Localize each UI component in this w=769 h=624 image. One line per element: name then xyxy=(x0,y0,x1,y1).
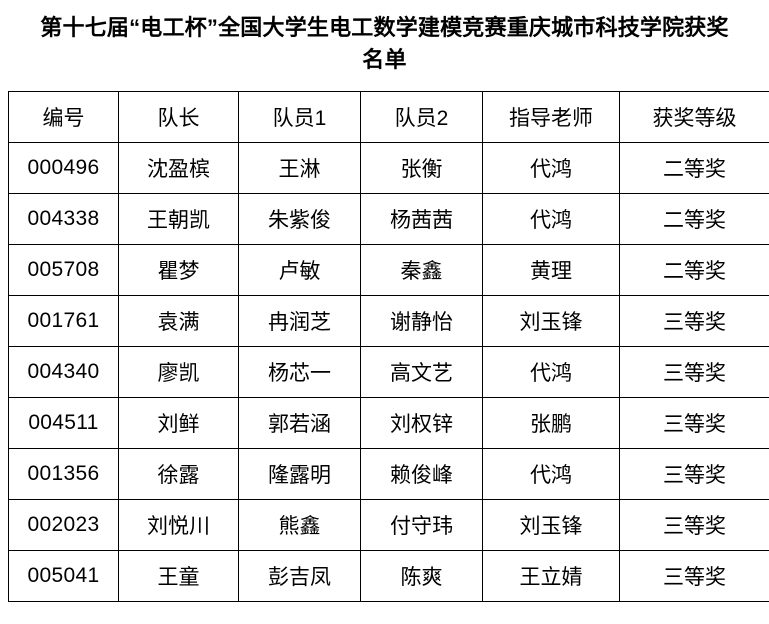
cell-id: 005041 xyxy=(8,550,119,602)
cell-member2: 付守玮 xyxy=(360,499,483,551)
table-row: 005041 王童 彭吉凤 陈爽 王立婧 三等奖 xyxy=(8,550,769,602)
column-header-advisor: 指导老师 xyxy=(482,91,620,143)
cell-grade: 二等奖 xyxy=(619,244,769,296)
cell-id: 001761 xyxy=(8,295,119,347)
cell-member2: 杨茜茜 xyxy=(360,193,483,245)
cell-member1: 熊鑫 xyxy=(238,499,361,551)
column-header-leader: 队长 xyxy=(118,91,239,143)
award-table-container: 编号 队长 队员1 队员2 指导老师 获奖等级 000496 沈盈槟 王淋 张衡… xyxy=(8,91,769,602)
cell-grade: 二等奖 xyxy=(619,193,769,245)
cell-leader: 刘鲜 xyxy=(118,397,239,449)
cell-advisor: 代鸿 xyxy=(482,142,620,194)
cell-member2: 谢静怡 xyxy=(360,295,483,347)
cell-member1: 卢敏 xyxy=(238,244,361,296)
cell-leader: 廖凯 xyxy=(118,346,239,398)
cell-id: 004338 xyxy=(8,193,119,245)
cell-leader: 王朝凯 xyxy=(118,193,239,245)
cell-member1: 隆露明 xyxy=(238,448,361,500)
cell-leader: 徐露 xyxy=(118,448,239,500)
cell-leader: 王童 xyxy=(118,550,239,602)
table-row: 004340 廖凯 杨芯一 高文艺 代鸿 三等奖 xyxy=(8,346,769,398)
table-row: 005708 瞿梦 卢敏 秦鑫 黄理 二等奖 xyxy=(8,244,769,296)
award-list-table: 编号 队长 队员1 队员2 指导老师 获奖等级 000496 沈盈槟 王淋 张衡… xyxy=(8,91,769,602)
cell-member2: 刘权锌 xyxy=(360,397,483,449)
table-body: 000496 沈盈槟 王淋 张衡 代鸿 二等奖 004338 王朝凯 朱紫俊 杨… xyxy=(8,142,769,602)
cell-member2: 陈爽 xyxy=(360,550,483,602)
cell-grade: 三等奖 xyxy=(619,499,769,551)
cell-grade: 三等奖 xyxy=(619,346,769,398)
table-row: 000496 沈盈槟 王淋 张衡 代鸿 二等奖 xyxy=(8,142,769,194)
table-row: 004338 王朝凯 朱紫俊 杨茜茜 代鸿 二等奖 xyxy=(8,193,769,245)
cell-leader: 袁满 xyxy=(118,295,239,347)
cell-leader: 刘悦川 xyxy=(118,499,239,551)
cell-id: 005708 xyxy=(8,244,119,296)
cell-id: 001356 xyxy=(8,448,119,500)
cell-advisor: 刘玉锋 xyxy=(482,499,620,551)
table-row: 004511 刘鲜 郭若涵 刘权锌 张鹏 三等奖 xyxy=(8,397,769,449)
cell-grade: 二等奖 xyxy=(619,142,769,194)
column-header-member2: 队员2 xyxy=(360,91,483,143)
cell-id: 000496 xyxy=(8,142,119,194)
cell-grade: 三等奖 xyxy=(619,550,769,602)
cell-id: 004511 xyxy=(8,397,119,449)
cell-advisor: 代鸿 xyxy=(482,193,620,245)
cell-advisor: 刘玉锋 xyxy=(482,295,620,347)
cell-grade: 三等奖 xyxy=(619,295,769,347)
cell-advisor: 黄理 xyxy=(482,244,620,296)
column-header-member1: 队员1 xyxy=(238,91,361,143)
cell-member1: 冉润芝 xyxy=(238,295,361,347)
cell-member1: 郭若涵 xyxy=(238,397,361,449)
cell-leader: 沈盈槟 xyxy=(118,142,239,194)
column-header-id: 编号 xyxy=(8,91,119,143)
column-header-grade: 获奖等级 xyxy=(619,91,769,143)
cell-member2: 秦鑫 xyxy=(360,244,483,296)
cell-advisor: 王立婧 xyxy=(482,550,620,602)
cell-advisor: 代鸿 xyxy=(482,346,620,398)
cell-id: 004340 xyxy=(8,346,119,398)
table-row: 001761 袁满 冉润芝 谢静怡 刘玉锋 三等奖 xyxy=(8,295,769,347)
cell-member2: 赖俊峰 xyxy=(360,448,483,500)
table-header: 编号 队长 队员1 队员2 指导老师 获奖等级 xyxy=(8,91,769,143)
cell-advisor: 张鹏 xyxy=(482,397,620,449)
cell-member1: 王淋 xyxy=(238,142,361,194)
cell-grade: 三等奖 xyxy=(619,448,769,500)
table-row: 002023 刘悦川 熊鑫 付守玮 刘玉锋 三等奖 xyxy=(8,499,769,551)
page-title: 第十七届“电工杯”全国大学生电工数学建模竞赛重庆城市科技学院获奖名单 xyxy=(40,15,729,72)
cell-leader: 瞿梦 xyxy=(118,244,239,296)
cell-member2: 高文艺 xyxy=(360,346,483,398)
cell-grade: 三等奖 xyxy=(619,397,769,449)
cell-member2: 张衡 xyxy=(360,142,483,194)
table-header-row: 编号 队长 队员1 队员2 指导老师 获奖等级 xyxy=(8,91,769,143)
cell-member1: 杨芯一 xyxy=(238,346,361,398)
cell-id: 002023 xyxy=(8,499,119,551)
cell-member1: 朱紫俊 xyxy=(238,193,361,245)
table-row: 001356 徐露 隆露明 赖俊峰 代鸿 三等奖 xyxy=(8,448,769,500)
cell-advisor: 代鸿 xyxy=(482,448,620,500)
cell-member1: 彭吉凤 xyxy=(238,550,361,602)
